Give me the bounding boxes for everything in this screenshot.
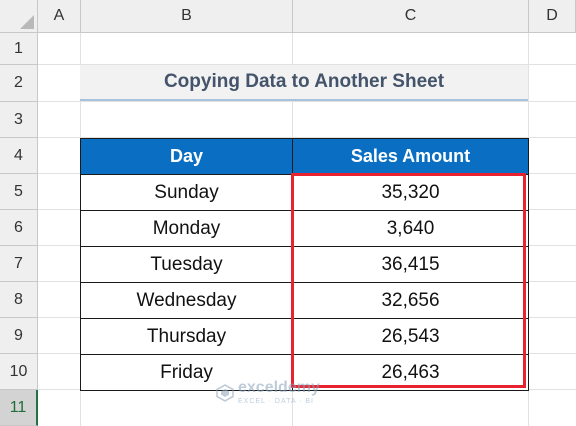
day-cell[interactable]: Wednesday [80,282,293,319]
column-header-b[interactable]: B [81,0,293,33]
day-cell[interactable]: Sunday [80,174,293,211]
row-header-6[interactable]: 6 [0,210,38,246]
exceldemy-logo-icon [216,383,234,402]
amount-cell[interactable]: 3,640 [292,210,529,247]
table-row: Friday 26,463 [80,354,529,391]
row-header-10[interactable]: 10 [0,354,38,390]
row-header-3[interactable]: 3 [0,102,38,138]
table-header-row: Day Sales Amount [80,138,529,175]
table-row: Sunday 35,320 [80,174,529,211]
day-column-header[interactable]: Day [80,138,293,175]
row-header-4[interactable]: 4 [0,138,38,174]
row-header-1[interactable]: 1 [0,33,38,65]
sheet-title[interactable]: Copying Data to Another Sheet [80,65,528,101]
table-row: Tuesday 36,415 [80,246,529,283]
row-header-2[interactable]: 2 [0,65,38,102]
amount-cell[interactable]: 35,320 [292,174,529,211]
gridline [38,64,576,65]
gridline [528,33,529,426]
column-header-d[interactable]: D [529,0,576,33]
watermark-brand: exceldemy [238,379,320,396]
day-cell[interactable]: Tuesday [80,246,293,283]
amount-cell[interactable]: 32,656 [292,282,529,319]
table-row: Wednesday 32,656 [80,282,529,319]
row-header-7[interactable]: 7 [0,246,38,282]
column-header-a[interactable]: A [38,0,81,33]
sales-table: Day Sales Amount Sunday 35,320 Monday 3,… [80,138,529,391]
watermark-tagline: EXCEL · DATA · BI [238,398,314,405]
row-header-11[interactable]: 11 [0,390,38,426]
table-row: Thursday 26,543 [80,318,529,355]
row-header-5[interactable]: 5 [0,174,38,210]
gridline [38,101,576,102]
day-cell[interactable]: Friday [80,354,293,391]
amount-cell[interactable]: 36,415 [292,246,529,283]
row-header-8[interactable]: 8 [0,282,38,318]
select-all-corner[interactable] [0,0,38,33]
day-cell[interactable]: Monday [80,210,293,247]
sales-amount-column-header[interactable]: Sales Amount [292,138,529,175]
exceldemy-watermark: exceldemy EXCEL · DATA · BI [216,380,320,405]
row-header-9[interactable]: 9 [0,318,38,354]
day-cell[interactable]: Thursday [80,318,293,355]
gridline [38,137,576,138]
amount-cell[interactable]: 26,463 [292,354,529,391]
table-row: Monday 3,640 [80,210,529,247]
column-header-c[interactable]: C [293,0,529,33]
amount-cell[interactable]: 26,543 [292,318,529,355]
select-all-icon [20,15,34,29]
